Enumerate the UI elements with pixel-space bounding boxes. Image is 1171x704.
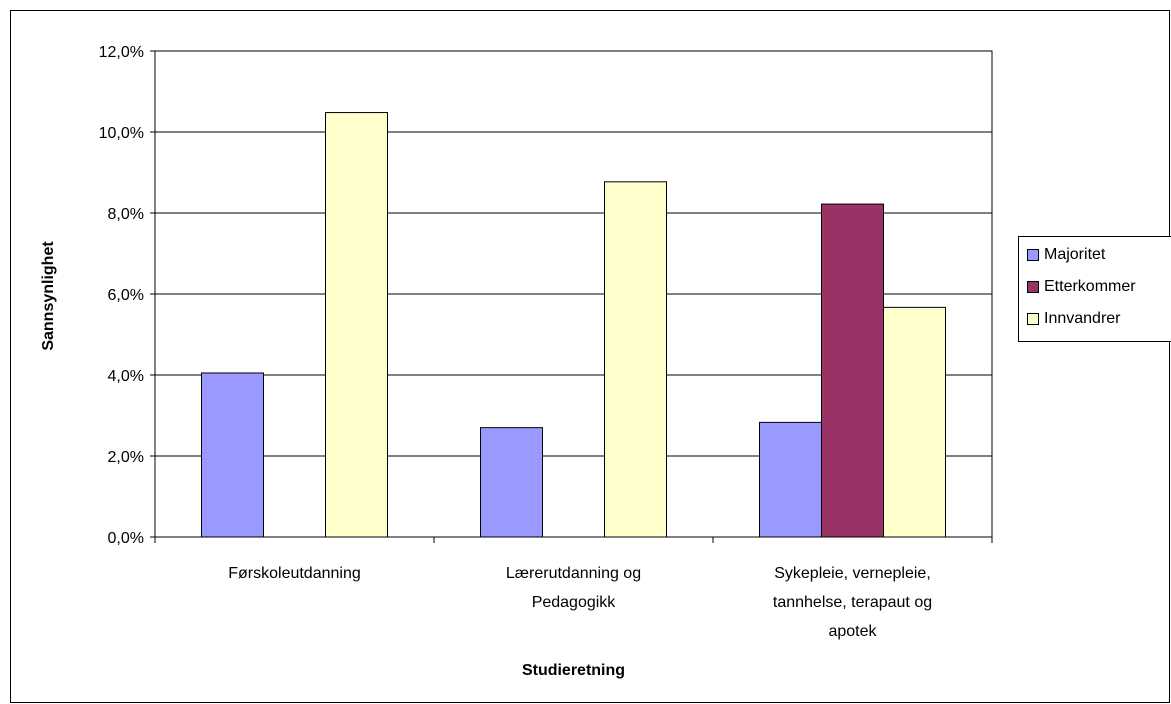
legend-label: Innvandrer xyxy=(1044,310,1121,327)
bar-innvandrer xyxy=(883,306,946,538)
x-category-labels: Førskoleutdanning Lærerutdanning og Pedago… xyxy=(228,565,932,640)
bars xyxy=(201,112,946,538)
x-axis-title: Studieretning xyxy=(522,662,625,679)
x-category-label: tannhelse, terapaut og xyxy=(773,594,932,611)
y-tick-label: 8,0% xyxy=(108,206,144,223)
legend-label: Etterkommer xyxy=(1044,278,1136,295)
x-category-label: Lærerutdanning og xyxy=(506,565,641,582)
bar-majoritet xyxy=(201,372,264,538)
y-tick-label: 2,0% xyxy=(108,449,144,466)
chart-frame xyxy=(10,10,1170,703)
y-tick-label: 10,0% xyxy=(99,125,144,142)
bar-etterkommer xyxy=(821,203,884,538)
legend: Majoritet Etterkommer Innvandrer xyxy=(1018,236,1171,342)
legend-item-majoritet: Majoritet xyxy=(1027,245,1105,265)
x-category-label: Førskoleutdanning xyxy=(228,565,361,582)
y-axis-title: Sannsynlighet xyxy=(40,241,57,351)
bar-majoritet xyxy=(480,427,543,538)
x-category-label: Sykepleie, vernepleie, xyxy=(774,565,931,582)
y-tick-label: 4,0% xyxy=(108,368,144,385)
y-tick-label: 0,0% xyxy=(108,530,144,547)
legend-item-innvandrer: Innvandrer xyxy=(1027,309,1121,329)
axes xyxy=(150,50,993,543)
legend-swatch xyxy=(1027,249,1039,261)
bar-majoritet xyxy=(759,421,822,538)
y-tick-labels: 0,0% 2,0% 4,0% 6,0% 8,0% 10,0% 12,0% xyxy=(99,44,144,547)
y-tick-label: 12,0% xyxy=(99,44,144,61)
y-tick-label: 6,0% xyxy=(108,287,144,304)
bar-innvandrer xyxy=(325,112,388,538)
bar-innvandrer xyxy=(604,181,667,538)
legend-swatch xyxy=(1027,281,1039,293)
x-category-label: Pedagogikk xyxy=(532,594,617,611)
legend-swatch xyxy=(1027,313,1039,325)
legend-label: Majoritet xyxy=(1044,246,1106,263)
plot-area xyxy=(154,50,993,538)
legend-item-etterkommer: Etterkommer xyxy=(1027,277,1136,297)
x-category-label: apotek xyxy=(828,623,877,640)
